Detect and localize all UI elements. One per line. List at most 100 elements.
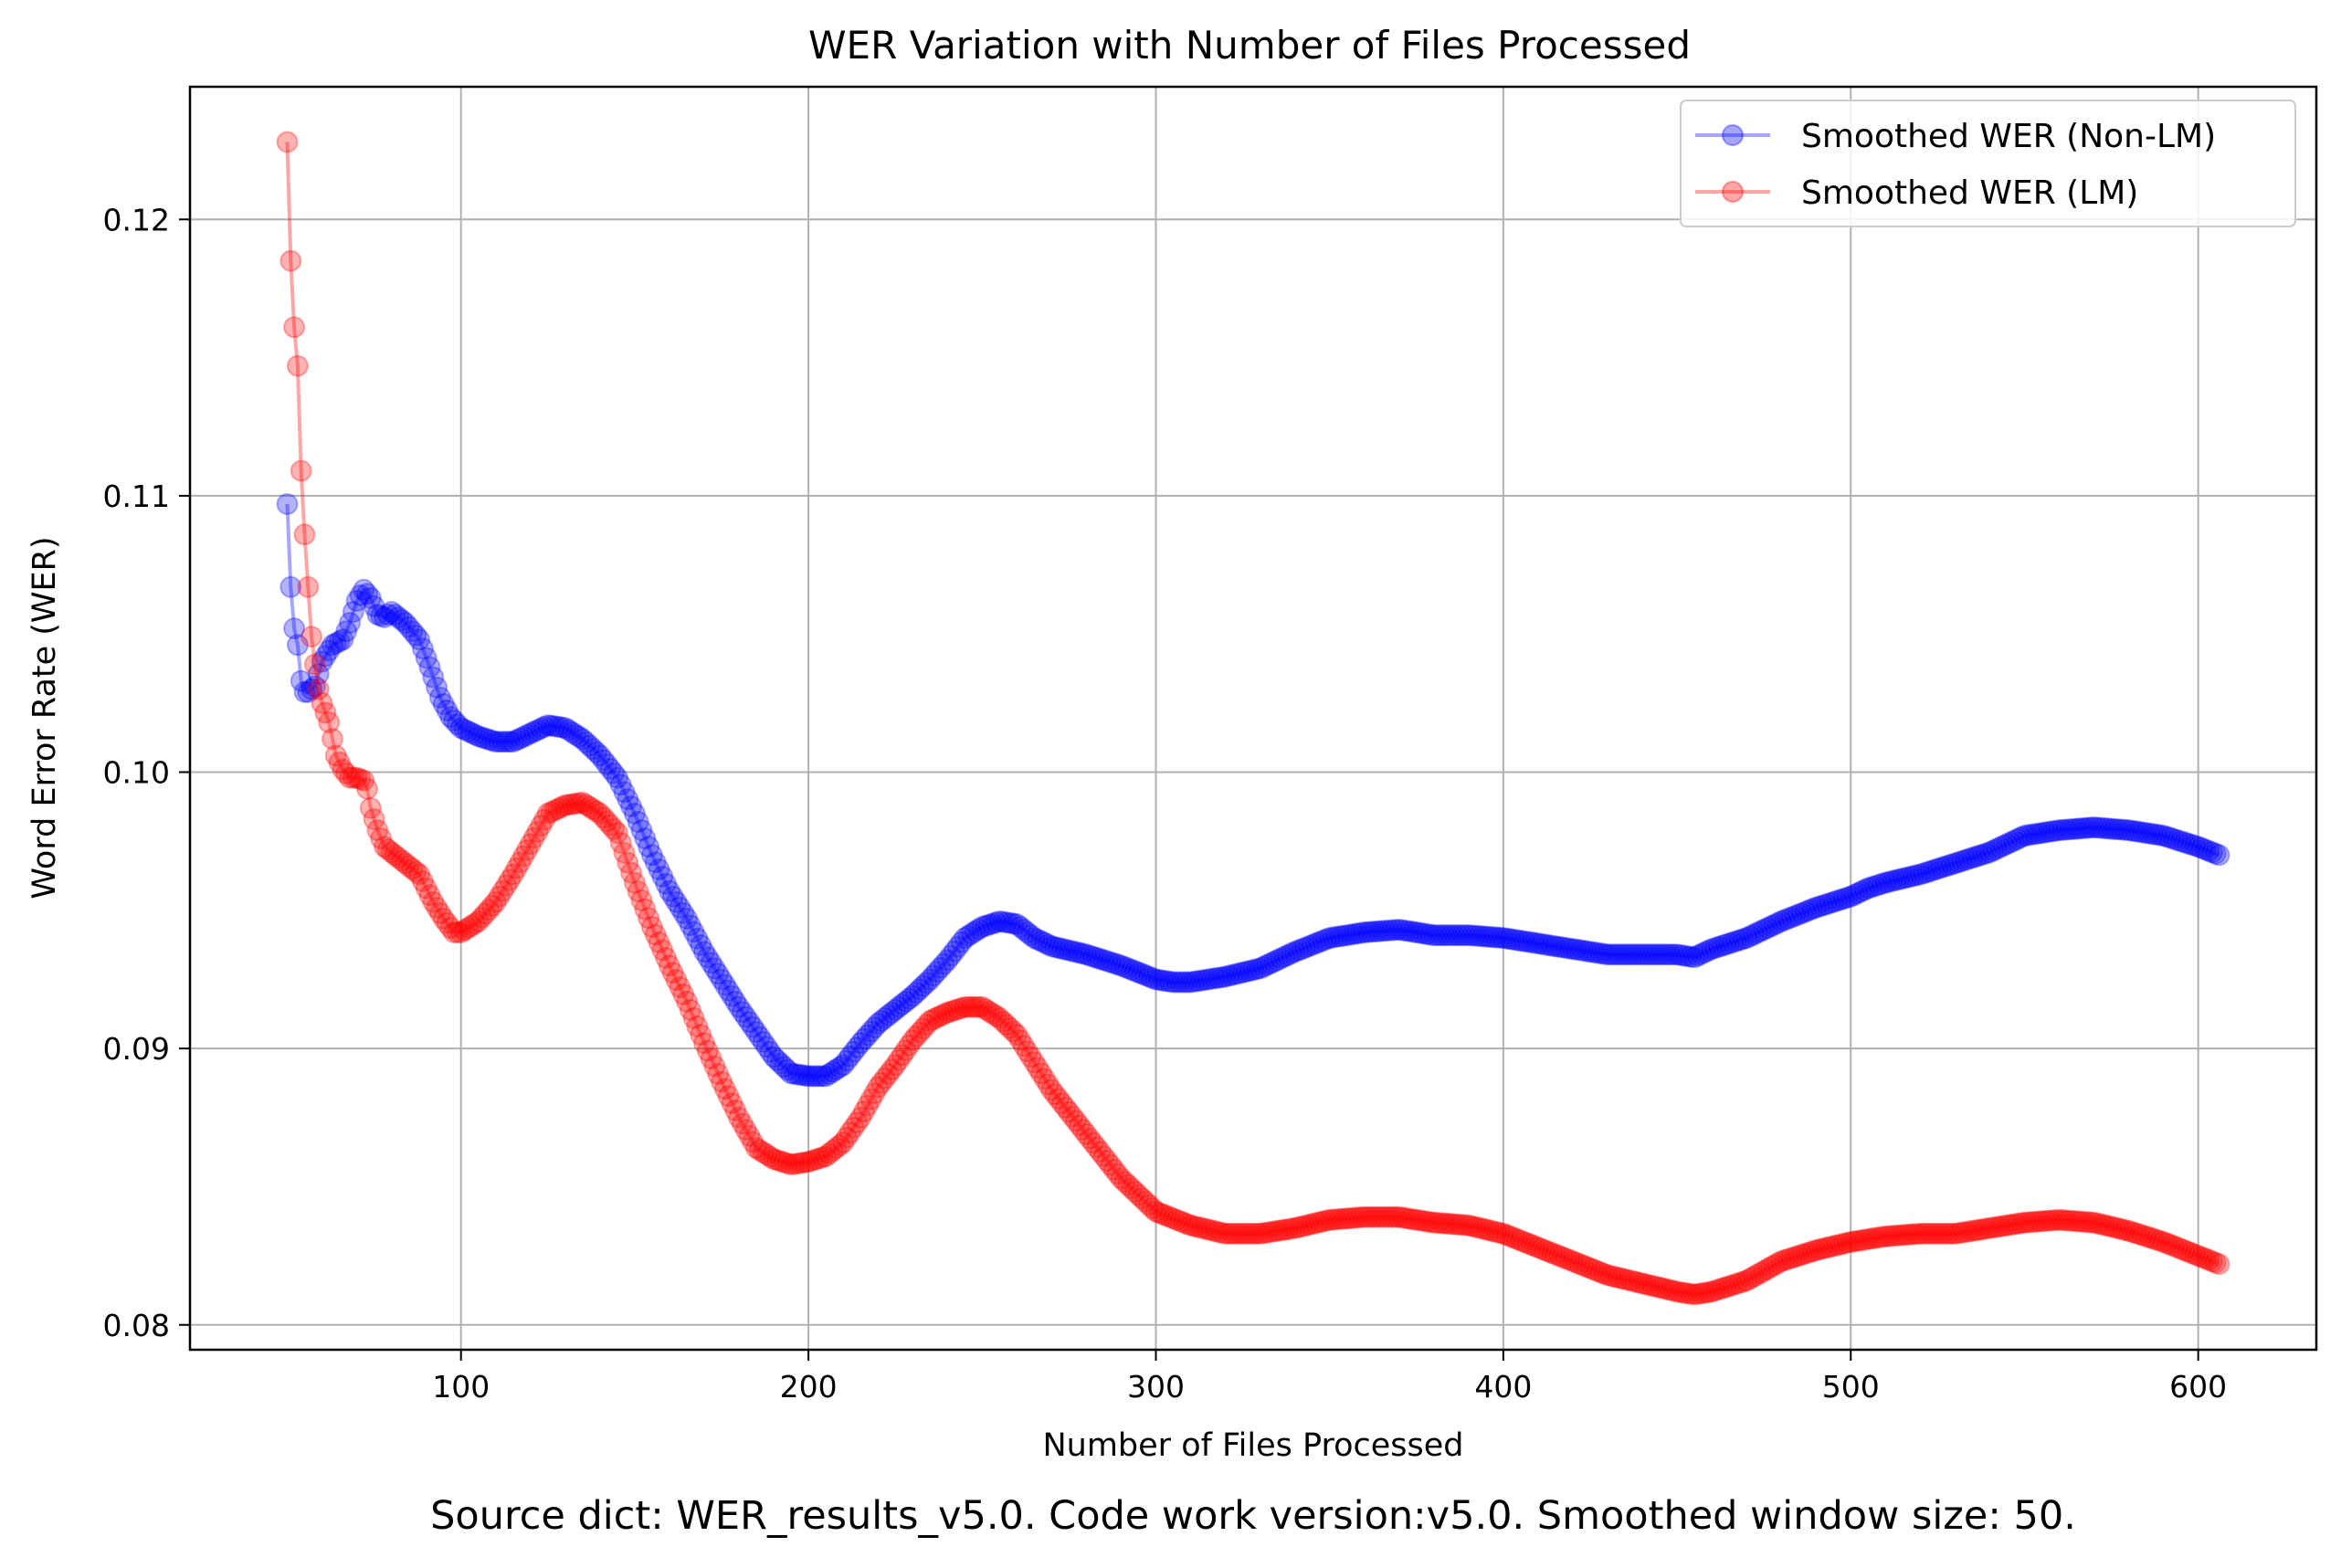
data-point: [1944, 1222, 1967, 1245]
data-point: [1197, 968, 1219, 991]
data-point: [1366, 1205, 1389, 1228]
data-point: [1794, 900, 1817, 923]
data-point: [1753, 1259, 1776, 1282]
data-point: [1645, 943, 1668, 966]
data-point: [1079, 1127, 1102, 1150]
data-point: [2051, 1209, 2074, 1232]
series-layer: [276, 131, 2230, 1306]
data-point: [842, 1116, 865, 1139]
data-point: [463, 723, 486, 746]
data-point: [1503, 928, 1525, 951]
data-point: [835, 1049, 858, 1072]
data-point: [571, 791, 594, 814]
data-point: [1940, 853, 1963, 876]
data-point: [1256, 1221, 1279, 1244]
data-point: [2131, 821, 2154, 844]
data-point: [1179, 1214, 1202, 1237]
data-point: [328, 751, 351, 773]
data-point: [1478, 1219, 1501, 1242]
data-point: [1068, 1114, 1091, 1137]
data-point: [859, 1088, 882, 1110]
data-point: [495, 874, 518, 897]
series-line: [285, 503, 2220, 1079]
data-point: [1992, 835, 2015, 857]
data-point: [394, 612, 417, 635]
data-point: [394, 852, 417, 875]
data-point: [443, 710, 466, 731]
data-point: [790, 1152, 813, 1174]
data-point: [1524, 931, 1546, 954]
data-point: [374, 606, 395, 628]
legend: Smoothed WER (Non-LM) Smoothed WER (LM): [1680, 100, 2296, 227]
data-point: [1724, 930, 1747, 952]
data-point: [748, 1139, 771, 1162]
data-point: [1158, 970, 1181, 993]
data-point: [613, 841, 636, 864]
data-point: [1582, 1258, 1605, 1281]
data-point: [1541, 1242, 1564, 1265]
data-point: [2183, 1243, 2206, 1266]
data-point: [1822, 1235, 1845, 1258]
data-point: [1419, 923, 1441, 946]
data-point: [1988, 1215, 2011, 1237]
data-point: [1085, 946, 1108, 969]
data-point: [449, 921, 472, 943]
data-point: [1485, 926, 1508, 949]
data-point: [1541, 934, 1564, 957]
data-point: [1610, 943, 1633, 966]
data-point: [564, 793, 587, 815]
data-point: [2107, 818, 2130, 841]
data-point: [1294, 936, 1317, 959]
data-point: [2152, 1231, 2175, 1253]
data-point: [2086, 1212, 2109, 1235]
data-point: [1923, 858, 1946, 881]
data-point: [1335, 924, 1358, 947]
data-point: [617, 788, 639, 811]
data-point: [1162, 1207, 1185, 1230]
data-point: [2177, 1240, 2199, 1263]
data-point: [415, 647, 438, 669]
data-point: [543, 715, 566, 738]
data-point: [1110, 954, 1133, 977]
data-point: [686, 1015, 709, 1037]
data-point: [353, 769, 375, 792]
data-point: [1902, 865, 1924, 888]
data-point: [1666, 943, 1689, 966]
data-point: [877, 1063, 900, 1085]
data-point: [363, 808, 385, 830]
data-point: [1745, 921, 1768, 944]
data-point: [1996, 1214, 2019, 1237]
data-point: [297, 680, 320, 703]
data-point: [815, 1145, 838, 1168]
data-point: [2075, 816, 2098, 839]
data-point: [1037, 933, 1060, 956]
data-point: [780, 1062, 803, 1085]
data-point: [1565, 1251, 1587, 1274]
data-point: [582, 738, 605, 761]
data-point: [2190, 1246, 2213, 1268]
data-point: [596, 753, 618, 775]
data-point: [1280, 942, 1302, 964]
data-point: [1061, 1105, 1084, 1128]
data-point: [547, 715, 570, 738]
data-point: [1100, 951, 1122, 973]
data-point: [1329, 1207, 1352, 1230]
data-point: [1033, 1068, 1056, 1090]
data-point: [1019, 1046, 1042, 1068]
data-point: [1339, 1207, 1362, 1229]
data-point: [731, 1112, 754, 1135]
data-point: [2072, 1210, 2095, 1233]
data-point: [1225, 1222, 1247, 1245]
data-point: [335, 763, 358, 784]
data-point: [967, 918, 990, 941]
data-point: [1732, 928, 1755, 951]
data-point: [370, 827, 393, 850]
data-point: [2114, 818, 2136, 841]
data-point: [745, 1021, 767, 1043]
data-point: [1659, 1279, 1682, 1301]
data-point: [1106, 953, 1129, 976]
data-point: [1620, 1269, 1643, 1292]
data-point: [1102, 952, 1125, 974]
data-point: [995, 1014, 1018, 1037]
data-point: [2117, 1219, 2140, 1242]
